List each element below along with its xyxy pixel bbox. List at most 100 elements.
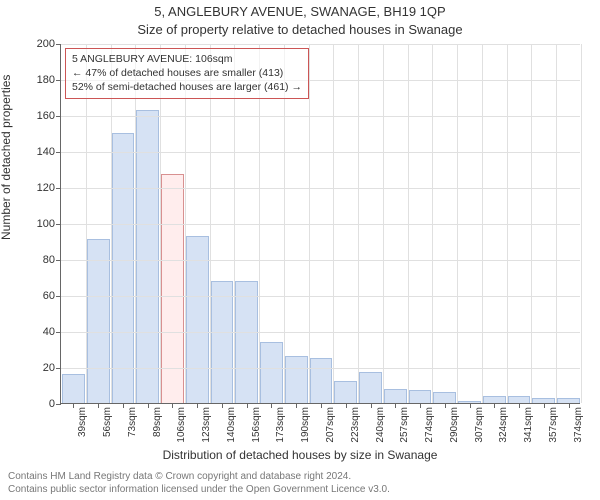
x-gridline — [333, 44, 334, 403]
x-tick-mark — [519, 403, 520, 408]
x-tick-mark — [296, 403, 297, 408]
x-tick-label: 56sqm — [102, 407, 113, 437]
x-tick-mark — [346, 403, 347, 408]
x-tick-label: 374sqm — [573, 407, 584, 443]
x-tick-mark — [222, 403, 223, 408]
y-tick-mark — [56, 296, 61, 297]
bar — [235, 281, 258, 403]
y-tick-mark — [56, 332, 61, 333]
y-tick-label: 60 — [43, 290, 55, 302]
y-tick-label: 200 — [37, 38, 55, 50]
x-tick-label: 106sqm — [176, 407, 187, 443]
x-tick-label: 173sqm — [275, 407, 286, 443]
x-tick-mark — [123, 403, 124, 408]
y-tick-mark — [56, 116, 61, 117]
y-gridline — [61, 188, 580, 189]
x-axis-label: Distribution of detached houses by size … — [0, 448, 600, 462]
x-tick-label: 290sqm — [449, 407, 460, 443]
x-tick-mark — [395, 403, 396, 408]
x-gridline — [432, 44, 433, 403]
highlight-line1: 5 ANGLEBURY AVENUE: 106sqm — [72, 52, 302, 66]
x-gridline — [556, 44, 557, 403]
y-tick-mark — [56, 260, 61, 261]
x-tick-label: 156sqm — [251, 407, 262, 443]
x-tick-label: 240sqm — [375, 407, 386, 443]
x-tick-label: 140sqm — [226, 407, 237, 443]
x-tick-mark — [321, 403, 322, 408]
bar — [310, 358, 333, 403]
x-tick-mark — [247, 403, 248, 408]
chart-subtitle: Size of property relative to detached ho… — [0, 22, 600, 37]
footer: Contains HM Land Registry data © Crown c… — [8, 470, 592, 496]
chart-title: 5, ANGLEBURY AVENUE, SWANAGE, BH19 1QP — [0, 4, 600, 19]
bar — [211, 281, 234, 403]
x-tick-label: 274sqm — [424, 407, 435, 443]
x-tick-mark — [494, 403, 495, 408]
x-tick-label: 307sqm — [474, 407, 485, 443]
x-gridline — [507, 44, 508, 403]
x-tick-mark — [569, 403, 570, 408]
y-tick-label: 40 — [43, 326, 55, 338]
bar — [112, 133, 135, 403]
bar — [433, 392, 456, 403]
y-tick-mark — [56, 80, 61, 81]
x-gridline — [383, 44, 384, 403]
bar — [334, 381, 357, 403]
y-tick-mark — [56, 368, 61, 369]
x-tick-label: 123sqm — [201, 407, 212, 443]
x-gridline — [408, 44, 409, 403]
x-tick-label: 207sqm — [325, 407, 336, 443]
x-tick-mark — [98, 403, 99, 408]
x-tick-mark — [420, 403, 421, 408]
x-tick-mark — [271, 403, 272, 408]
y-gridline — [61, 224, 580, 225]
plot-inner: 020406080100120140160180200 39sqm56sqm73… — [60, 44, 580, 404]
highlight-line2: ← 47% of detached houses are smaller (41… — [72, 66, 302, 80]
y-tick-label: 160 — [37, 110, 55, 122]
x-tick-mark — [172, 403, 173, 408]
x-tick-mark — [197, 403, 198, 408]
y-tick-mark — [56, 44, 61, 45]
y-gridline — [61, 368, 580, 369]
y-tick-label: 120 — [37, 182, 55, 194]
x-tick-label: 341sqm — [523, 407, 534, 443]
y-gridline — [61, 260, 580, 261]
y-tick-mark — [56, 188, 61, 189]
y-tick-label: 0 — [49, 398, 55, 410]
bar — [483, 396, 506, 403]
x-tick-mark — [371, 403, 372, 408]
chart-container: 5, ANGLEBURY AVENUE, SWANAGE, BH19 1QP S… — [0, 0, 600, 500]
y-gridline — [61, 116, 580, 117]
x-gridline — [358, 44, 359, 403]
x-tick-label: 89sqm — [152, 407, 163, 437]
y-gridline — [61, 152, 580, 153]
x-tick-mark — [470, 403, 471, 408]
x-tick-label: 223sqm — [350, 407, 361, 443]
x-tick-label: 357sqm — [548, 407, 559, 443]
x-tick-label: 190sqm — [300, 407, 311, 443]
x-tick-label: 39sqm — [77, 407, 88, 437]
x-tick-mark — [445, 403, 446, 408]
y-tick-label: 80 — [43, 254, 55, 266]
bar — [136, 110, 159, 403]
bar — [285, 356, 308, 403]
y-tick-label: 180 — [37, 74, 55, 86]
x-tick-mark — [73, 403, 74, 408]
bar — [87, 239, 110, 403]
x-gridline — [581, 44, 582, 403]
footer-line1: Contains HM Land Registry data © Crown c… — [8, 470, 592, 483]
y-tick-label: 140 — [37, 146, 55, 158]
bar — [260, 342, 283, 403]
y-tick-mark — [56, 152, 61, 153]
y-tick-mark — [56, 224, 61, 225]
highlight-line3: 52% of semi-detached houses are larger (… — [72, 80, 302, 94]
bar — [384, 389, 407, 403]
x-tick-mark — [148, 403, 149, 408]
plot-area: 020406080100120140160180200 39sqm56sqm73… — [60, 44, 580, 404]
y-gridline — [61, 296, 580, 297]
x-tick-label: 324sqm — [498, 407, 509, 443]
x-tick-mark — [544, 403, 545, 408]
x-tick-label: 73sqm — [127, 407, 138, 437]
highlight-annotation: 5 ANGLEBURY AVENUE: 106sqm ← 47% of deta… — [65, 48, 309, 99]
y-tick-label: 100 — [37, 218, 55, 230]
